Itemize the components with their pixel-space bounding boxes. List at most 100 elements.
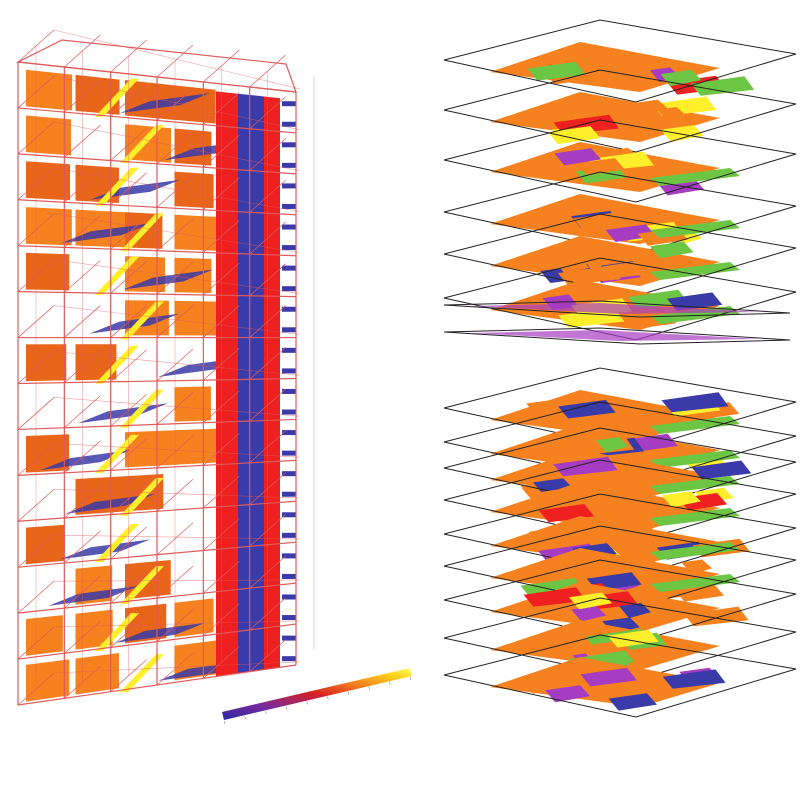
ledge bbox=[282, 327, 296, 333]
tower-3d-model bbox=[15, 29, 315, 706]
plan-room bbox=[595, 525, 661, 546]
ledge bbox=[282, 121, 296, 127]
ledge bbox=[282, 224, 296, 230]
floor-plan bbox=[443, 459, 797, 543]
ledge bbox=[282, 368, 296, 374]
core-wall bbox=[216, 91, 238, 677]
ledge bbox=[282, 183, 296, 189]
plan-room bbox=[650, 508, 740, 526]
plan-room bbox=[470, 330, 760, 341]
plan-room bbox=[523, 678, 554, 694]
room-fill bbox=[26, 252, 70, 291]
tower-wireframe-grid bbox=[15, 29, 315, 706]
plan-room bbox=[580, 667, 637, 687]
plan-outline bbox=[443, 19, 797, 103]
ledge bbox=[282, 573, 296, 579]
floor-plan bbox=[443, 300, 791, 318]
ledge bbox=[282, 491, 296, 497]
room-fill bbox=[75, 609, 113, 650]
stair-fill bbox=[120, 654, 164, 693]
plan-room bbox=[599, 55, 648, 73]
ledge bbox=[282, 615, 296, 621]
plan-room bbox=[558, 399, 616, 419]
ledge bbox=[282, 388, 296, 394]
exploded-floor-plans bbox=[443, 19, 797, 718]
legend-gradient-bar bbox=[222, 668, 412, 720]
plan-room bbox=[571, 606, 607, 622]
plan-room bbox=[650, 450, 740, 468]
room-fill bbox=[26, 115, 71, 156]
ledge bbox=[282, 286, 296, 292]
stair-fill bbox=[120, 213, 164, 252]
legend-tick bbox=[327, 696, 329, 700]
elevator-shaft bbox=[238, 93, 264, 674]
ledge bbox=[282, 306, 296, 312]
legend-tick bbox=[389, 681, 391, 685]
plan-room bbox=[554, 148, 602, 166]
room-fill bbox=[75, 344, 117, 381]
plan-outline bbox=[443, 69, 797, 153]
plan-room bbox=[650, 262, 740, 280]
ledge bbox=[282, 162, 296, 168]
ledge bbox=[282, 101, 296, 107]
room-fill bbox=[26, 524, 65, 565]
stair-fill bbox=[95, 256, 139, 295]
plan-room bbox=[470, 303, 760, 314]
floor-plate bbox=[48, 585, 139, 606]
plan-room bbox=[657, 107, 687, 122]
room-fill bbox=[26, 69, 73, 111]
room-fill bbox=[75, 653, 119, 695]
plan-outline bbox=[443, 119, 797, 203]
roof-outline bbox=[15, 39, 297, 93]
ledge bbox=[282, 635, 296, 641]
plan-room bbox=[598, 492, 651, 510]
plan-room bbox=[527, 61, 586, 81]
room-fill bbox=[26, 207, 72, 246]
plan-room bbox=[576, 158, 625, 176]
plan-outline bbox=[443, 257, 797, 341]
room-fill bbox=[26, 659, 70, 702]
floor-plate bbox=[60, 539, 151, 560]
plan-room bbox=[528, 526, 578, 544]
ledge bbox=[282, 409, 296, 415]
plan-room bbox=[545, 685, 591, 703]
room-fill bbox=[26, 161, 70, 201]
legend-tick bbox=[265, 711, 267, 715]
ledge bbox=[282, 532, 296, 538]
plan-outline bbox=[443, 634, 797, 718]
plan-room bbox=[596, 437, 629, 453]
legend-tick bbox=[244, 716, 246, 720]
floor-plate bbox=[78, 403, 168, 424]
stair-fill bbox=[120, 125, 164, 164]
plan-room bbox=[523, 587, 587, 607]
floor-plate bbox=[40, 450, 131, 471]
floor-plan bbox=[443, 559, 797, 643]
plan-room bbox=[637, 99, 668, 115]
plan-room bbox=[660, 125, 704, 142]
stair-fill bbox=[95, 524, 139, 562]
service-shaft bbox=[264, 96, 280, 670]
tower-color-fills bbox=[26, 69, 296, 702]
plan-room bbox=[573, 211, 632, 231]
floor-plan bbox=[443, 19, 797, 103]
stair-fill bbox=[120, 389, 164, 428]
plan-room bbox=[661, 491, 701, 508]
plan-room bbox=[547, 126, 601, 145]
floor-plate bbox=[65, 493, 155, 514]
ledge bbox=[282, 471, 296, 477]
legend-tick bbox=[368, 686, 370, 690]
ledge bbox=[282, 512, 296, 518]
plan-room bbox=[650, 168, 740, 186]
ledge bbox=[282, 553, 296, 559]
ledge bbox=[282, 594, 296, 600]
plan-room bbox=[602, 258, 668, 279]
legend-tick bbox=[347, 691, 350, 695]
floor-plate bbox=[115, 622, 206, 643]
plan-room bbox=[650, 220, 740, 238]
ledge bbox=[282, 656, 296, 662]
legend-tick-marks bbox=[223, 676, 412, 725]
room-fill bbox=[174, 428, 221, 465]
room-fill bbox=[174, 300, 226, 336]
ledge bbox=[282, 203, 296, 209]
room-fill bbox=[26, 344, 67, 382]
